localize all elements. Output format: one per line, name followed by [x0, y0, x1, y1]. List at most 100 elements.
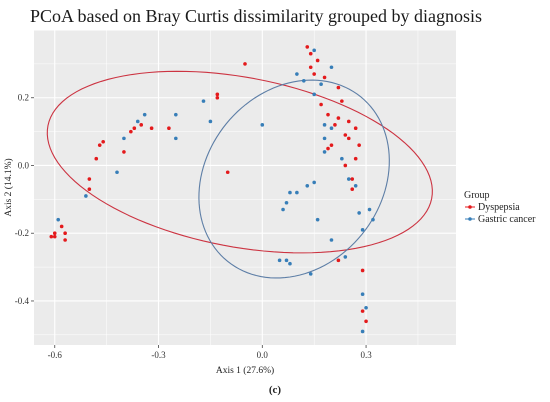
point-dyspepsia [167, 126, 171, 131]
legend-title: Group [464, 190, 490, 201]
point-gastric-cancer [360, 329, 365, 334]
point-dyspepsia [319, 102, 323, 107]
point-gastric-cancer [135, 119, 140, 124]
point-gastric-cancer [288, 190, 292, 195]
point-dyspepsia [360, 309, 365, 313]
y-tick-label: -0.4 [15, 296, 30, 306]
point-dyspepsia [326, 146, 330, 151]
data-points [49, 45, 375, 334]
y-tick-label: -0.2 [15, 228, 29, 238]
point-dyspepsia [97, 143, 102, 147]
point-gastric-cancer [322, 136, 327, 141]
legend-label-gastric-cancer: Gastric cancer [478, 214, 536, 225]
point-gastric-cancer [353, 184, 358, 188]
point-gastric-cancer [201, 99, 206, 103]
point-dyspepsia [63, 231, 67, 236]
point-gastric-cancer [340, 156, 344, 161]
point-gastric-cancer [56, 217, 61, 222]
point-gastric-cancer [84, 194, 88, 198]
point-gastric-cancer [284, 258, 289, 263]
point-gastric-cancer [360, 228, 365, 232]
legend-label-dyspepsia: Dyspepsia [478, 202, 520, 213]
point-dyspepsia [215, 92, 220, 97]
point-gastric-cancer [346, 177, 351, 181]
point-dyspepsia [329, 143, 334, 147]
point-dyspepsia [360, 268, 365, 273]
point-dyspepsia [305, 45, 310, 49]
x-axis-title: Axis 1 (27.6%) [216, 365, 274, 376]
point-gastric-cancer [360, 292, 365, 296]
point-dyspepsia [94, 156, 99, 161]
point-dyspepsia [357, 143, 361, 147]
point-dyspepsia [149, 126, 154, 131]
gridlines [34, 29, 456, 345]
point-gastric-cancer [312, 180, 316, 185]
point-dyspepsia [346, 119, 351, 124]
point-gastric-cancer [312, 92, 316, 97]
point-dyspepsia [346, 136, 351, 141]
point-gastric-cancer [315, 217, 320, 222]
point-dyspepsia [225, 170, 230, 175]
point-dyspepsia [336, 85, 341, 90]
x-tick-label: -0.3 [151, 350, 166, 360]
legend-key-dot-gastric-cancer [468, 217, 472, 221]
point-gastric-cancer [308, 272, 313, 276]
point-dyspepsia [139, 123, 144, 127]
point-gastric-cancer [115, 170, 119, 175]
point-dyspepsia [215, 95, 220, 100]
point-dyspepsia [243, 62, 247, 66]
point-gastric-cancer [371, 217, 375, 222]
point-dyspepsia [353, 126, 358, 131]
point-gastric-cancer [329, 126, 334, 131]
point-gastric-cancer [329, 65, 334, 70]
point-dyspepsia [336, 116, 341, 120]
confidence-ellipses [46, 70, 433, 279]
point-dyspepsia [308, 65, 313, 70]
point-dyspepsia [308, 51, 313, 56]
point-dyspepsia [350, 177, 355, 181]
point-gastric-cancer [343, 255, 348, 259]
point-gastric-cancer [357, 211, 361, 215]
point-dyspepsia [49, 234, 54, 239]
y-axis-title: Axis 2 (14.1%) [3, 158, 14, 216]
point-gastric-cancer [319, 82, 323, 86]
point-gastric-cancer [295, 72, 299, 76]
point-dyspepsia [353, 156, 358, 161]
point-gastric-cancer [281, 207, 285, 212]
point-gastric-cancer [288, 261, 292, 266]
point-gastric-cancer [122, 136, 126, 141]
figure-caption: (c) [268, 384, 282, 396]
point-gastric-cancer [364, 305, 368, 310]
point-dyspepsia [132, 126, 137, 131]
point-dyspepsia [343, 133, 348, 137]
point-gastric-cancer [277, 258, 282, 263]
x-tick-label: -0.6 [48, 350, 63, 360]
y-tick-label: 0.0 [18, 160, 30, 170]
ellipse-gastric-cancer [198, 79, 390, 279]
axis-ticks: -0.6 -0.3 0.0 0.3 -0.4 -0.2 0.0 0.2 [15, 93, 372, 360]
point-dyspepsia [333, 123, 337, 127]
point-dyspepsia [340, 99, 344, 103]
point-dyspepsia [63, 238, 67, 242]
point-dyspepsia [52, 234, 57, 239]
point-dyspepsia [336, 258, 341, 263]
point-dyspepsia [59, 224, 64, 229]
point-dyspepsia [87, 187, 92, 191]
point-dyspepsia [87, 177, 92, 181]
point-gastric-cancer [142, 112, 147, 117]
ellipse-dyspepsia [46, 70, 433, 254]
point-dyspepsia [315, 58, 320, 63]
point-dyspepsia [101, 139, 105, 144]
point-gastric-cancer [367, 207, 372, 212]
x-tick-label: 0.0 [257, 350, 269, 360]
point-gastric-cancer [302, 79, 306, 83]
point-dyspepsia [343, 163, 348, 168]
point-gastric-cancer [312, 48, 316, 53]
point-gastric-cancer [305, 184, 310, 188]
point-gastric-cancer [322, 123, 327, 127]
point-gastric-cancer [174, 136, 178, 141]
point-gastric-cancer [322, 150, 327, 154]
